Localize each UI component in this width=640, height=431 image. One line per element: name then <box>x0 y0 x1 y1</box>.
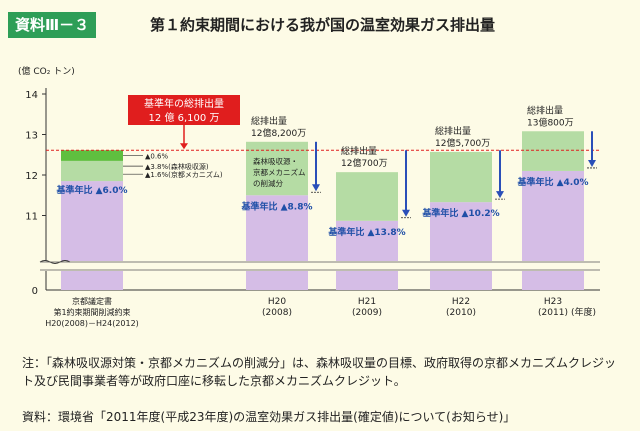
target-note: ▲3.8%(森林吸収源) <box>145 162 209 171</box>
footnote: 注：「森林吸収源対策・京都メカニズムの削減分」は、森林吸収量の目標、政府取得の京… <box>22 356 617 388</box>
bar-H22-purple <box>430 202 492 290</box>
page-title: 第１約束期間における我が国の温室効果ガス排出量 <box>150 16 496 34</box>
x-label: (2010) <box>446 308 476 318</box>
x-label: H21 <box>358 297 376 307</box>
x-label: H23 <box>544 297 562 307</box>
total-value: 13億800万 <box>527 116 574 128</box>
baseline-value: 12 億 6,100 万 <box>149 111 220 124</box>
axis-break-mark <box>39 260 71 264</box>
x-label-target: 第1約束期間削減約束 <box>53 307 130 317</box>
inner-note: の削減分 <box>253 178 283 188</box>
y-tick-label: 13 <box>25 131 38 142</box>
reduction-arrow-head <box>312 184 320 192</box>
y-tick-label: 14 <box>25 90 38 101</box>
total-label: 総排出量 <box>251 115 287 127</box>
total-label: 総排出量 <box>527 104 563 116</box>
y-tick-label: 0 <box>32 286 38 297</box>
total-label: 総排出量 <box>435 125 471 137</box>
target-ratio-label: 基準年比 ▲6.0% <box>55 184 127 196</box>
x-label-target: 京都議定書 <box>72 296 112 306</box>
bar-H23-purple <box>522 170 584 290</box>
reduction-arrow-head <box>402 209 410 217</box>
figure-badge: 資料Ⅲ－３ <box>8 12 97 38</box>
total-value: 12億700万 <box>341 157 388 169</box>
baseline-pointer-head <box>180 143 188 150</box>
axis-break-gap <box>40 261 600 271</box>
baseline-label: 基準年の総排出量 <box>144 97 224 110</box>
y-tick-label: 11 <box>25 212 38 223</box>
baseline-label-box <box>128 95 240 125</box>
header: 資料Ⅲ－３ 第１約束期間における我が国の温室効果ガス排出量 <box>0 0 640 50</box>
y-tick-label: 12 <box>25 171 38 182</box>
ratio-label: 基準年比 ▲10.2% <box>421 207 499 219</box>
total-label: 総排出量 <box>341 145 377 157</box>
x-label: (2009) <box>352 308 382 318</box>
x-label: (2011) <box>538 308 568 318</box>
total-value: 12億5,700万 <box>435 137 490 149</box>
y-axis-unit: (億 CO₂ トン) <box>18 67 75 77</box>
inner-note: 森林吸収源・ <box>253 156 298 166</box>
target-note: ▲1.6%(京都メカニズム) <box>145 170 223 179</box>
inner-note: 京都メカニズム <box>253 167 306 177</box>
bar-H21-green <box>336 172 398 221</box>
bar-H21-purple <box>336 220 398 290</box>
ratio-label: 基準年比 ▲8.8% <box>240 200 312 212</box>
bar-H22-green <box>430 151 492 203</box>
reduction-arrow-head <box>496 191 504 199</box>
x-label: H22 <box>452 297 470 307</box>
source-note: 資料：環境省「2011年度(平成23年度)の温室効果ガス排出量(確定値)について… <box>22 410 516 424</box>
ratio-label: 基準年比 ▲13.8% <box>327 226 405 238</box>
target-bar-purple <box>61 181 123 290</box>
bar-H20-purple <box>246 195 308 290</box>
target-bar-reduction <box>61 150 123 161</box>
x-label: H20 <box>268 297 286 307</box>
ratio-label: 基準年比 ▲4.0% <box>516 176 588 188</box>
x-label-target: H20(2008)－H24(2012) <box>45 319 139 328</box>
target-note: ▲0.6% <box>145 153 169 161</box>
total-value: 12億8,200万 <box>251 127 306 139</box>
x-unit: (年度) <box>571 306 596 318</box>
reduction-arrow-head <box>588 159 596 167</box>
bar-H23-green <box>522 131 584 171</box>
x-label: (2008) <box>262 308 292 318</box>
